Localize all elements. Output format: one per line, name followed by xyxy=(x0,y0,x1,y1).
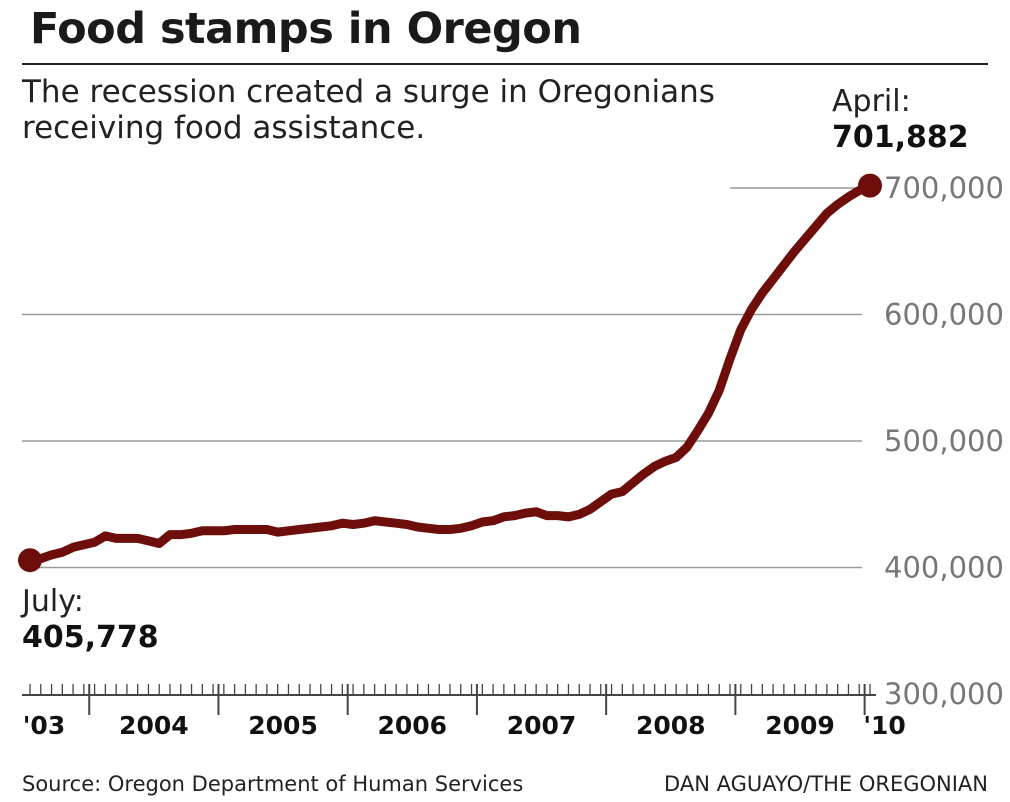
series-group xyxy=(18,173,882,573)
gridlines xyxy=(22,187,862,569)
x-tick-label: 2006 xyxy=(378,711,448,740)
x-tick-label: 2004 xyxy=(119,711,189,740)
source-note: Source: Oregon Department of Human Servi… xyxy=(22,772,524,796)
x-tick-label: 2009 xyxy=(765,711,835,740)
x-tick-label: '03 xyxy=(23,711,65,740)
y-tick-label: 700,000 xyxy=(884,171,1004,205)
start-annotation-label: July: xyxy=(20,584,84,619)
end-annotation-value: 701,882 xyxy=(832,120,969,155)
x-tick-label: '10 xyxy=(863,711,905,740)
y-axis-ticks: 300,000 400,000 500,000 600,000 700,000 xyxy=(884,171,1004,711)
x-tick-label: 2008 xyxy=(636,711,706,740)
annotations: July:405,778 April:701,882 xyxy=(20,84,969,655)
x-tick-label: 2007 xyxy=(507,711,577,740)
credit-note: DAN AGUAYO/THE OREGONIAN xyxy=(664,772,988,796)
end-point xyxy=(858,173,882,198)
y-tick-label: 300,000 xyxy=(884,677,1004,711)
x-axis: '03 2004 2005 2006 2007 2008 2009 '10 xyxy=(22,684,906,740)
series-line xyxy=(25,181,875,565)
start-annotation-value: 405,778 xyxy=(22,620,159,655)
chart-subtitle: The recession created a surge in Oregoni… xyxy=(22,74,715,146)
title-divider xyxy=(22,63,988,65)
y-tick-label: 400,000 xyxy=(884,551,1004,585)
y-tick-label: 600,000 xyxy=(884,298,1004,332)
end-annotation-label: April: xyxy=(832,84,911,119)
y-tick-label: 500,000 xyxy=(884,424,1004,458)
chart-title: Food stamps in Oregon xyxy=(30,4,582,54)
x-tick-label: 2005 xyxy=(248,711,318,740)
start-point xyxy=(18,548,42,573)
